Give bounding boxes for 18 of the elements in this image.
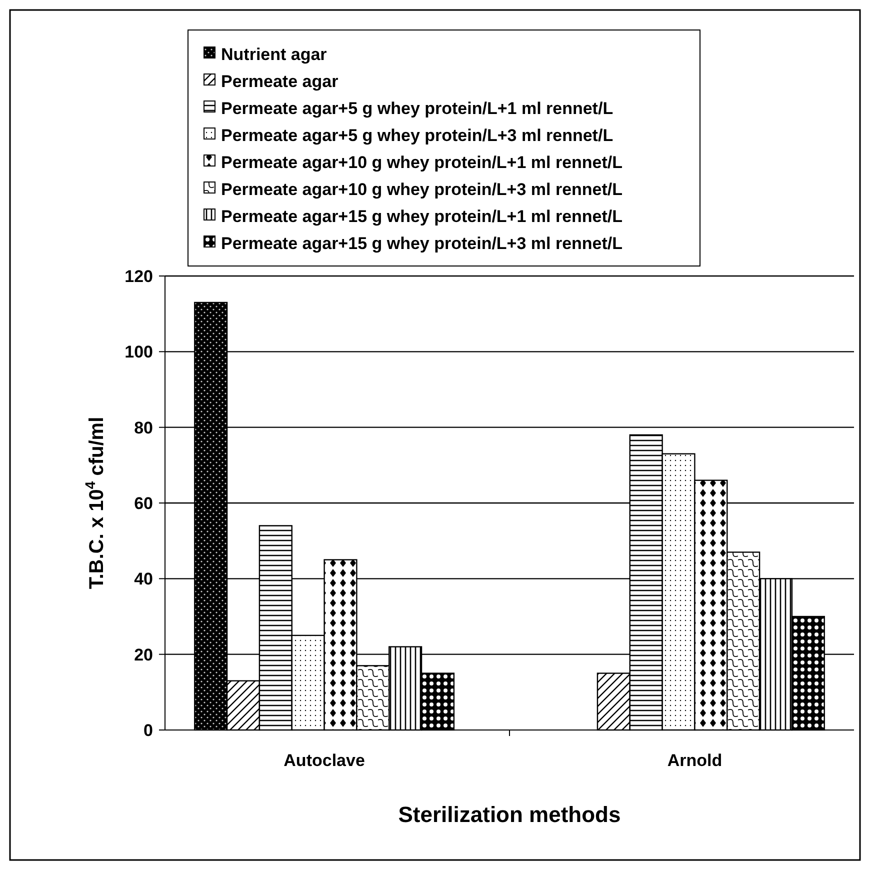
legend-label: Permeate agar+5 g whey protein/L+3 ml rennet/L bbox=[221, 126, 614, 145]
y-tick-label: 0 bbox=[144, 720, 153, 740]
legend-label: Permeate agar bbox=[221, 72, 339, 91]
legend-label: Permeate agar+15 g whey protein/L+1 ml rennet/L bbox=[221, 206, 623, 226]
y-tick-label: 120 bbox=[124, 266, 153, 286]
x-tick-label: Arnold bbox=[667, 751, 722, 770]
y-tick-label: 80 bbox=[134, 418, 153, 438]
legend-label: Permeate agar+5 g whey protein/L+1 ml rennet/L bbox=[221, 98, 614, 118]
y-tick-label: 20 bbox=[134, 645, 153, 664]
y-tick-label: 100 bbox=[124, 342, 153, 362]
legend-label: Nutrient agar bbox=[221, 44, 328, 64]
y-tick-label: 60 bbox=[134, 494, 153, 513]
legend-label: Permeate agar+10 g whey protein/L+1 ml rennet/L bbox=[221, 152, 623, 172]
y-tick-label: 40 bbox=[134, 570, 153, 589]
legend-label: Permeate agar+10 g whey protein/L+3 ml rennet/L bbox=[221, 180, 623, 199]
x-tick-label: Autoclave bbox=[284, 751, 365, 770]
x-axis-title: Sterilization methods bbox=[398, 802, 621, 827]
legend-label: Permeate agar+15 g whey protein/L+3 ml rennet/L bbox=[221, 234, 623, 253]
